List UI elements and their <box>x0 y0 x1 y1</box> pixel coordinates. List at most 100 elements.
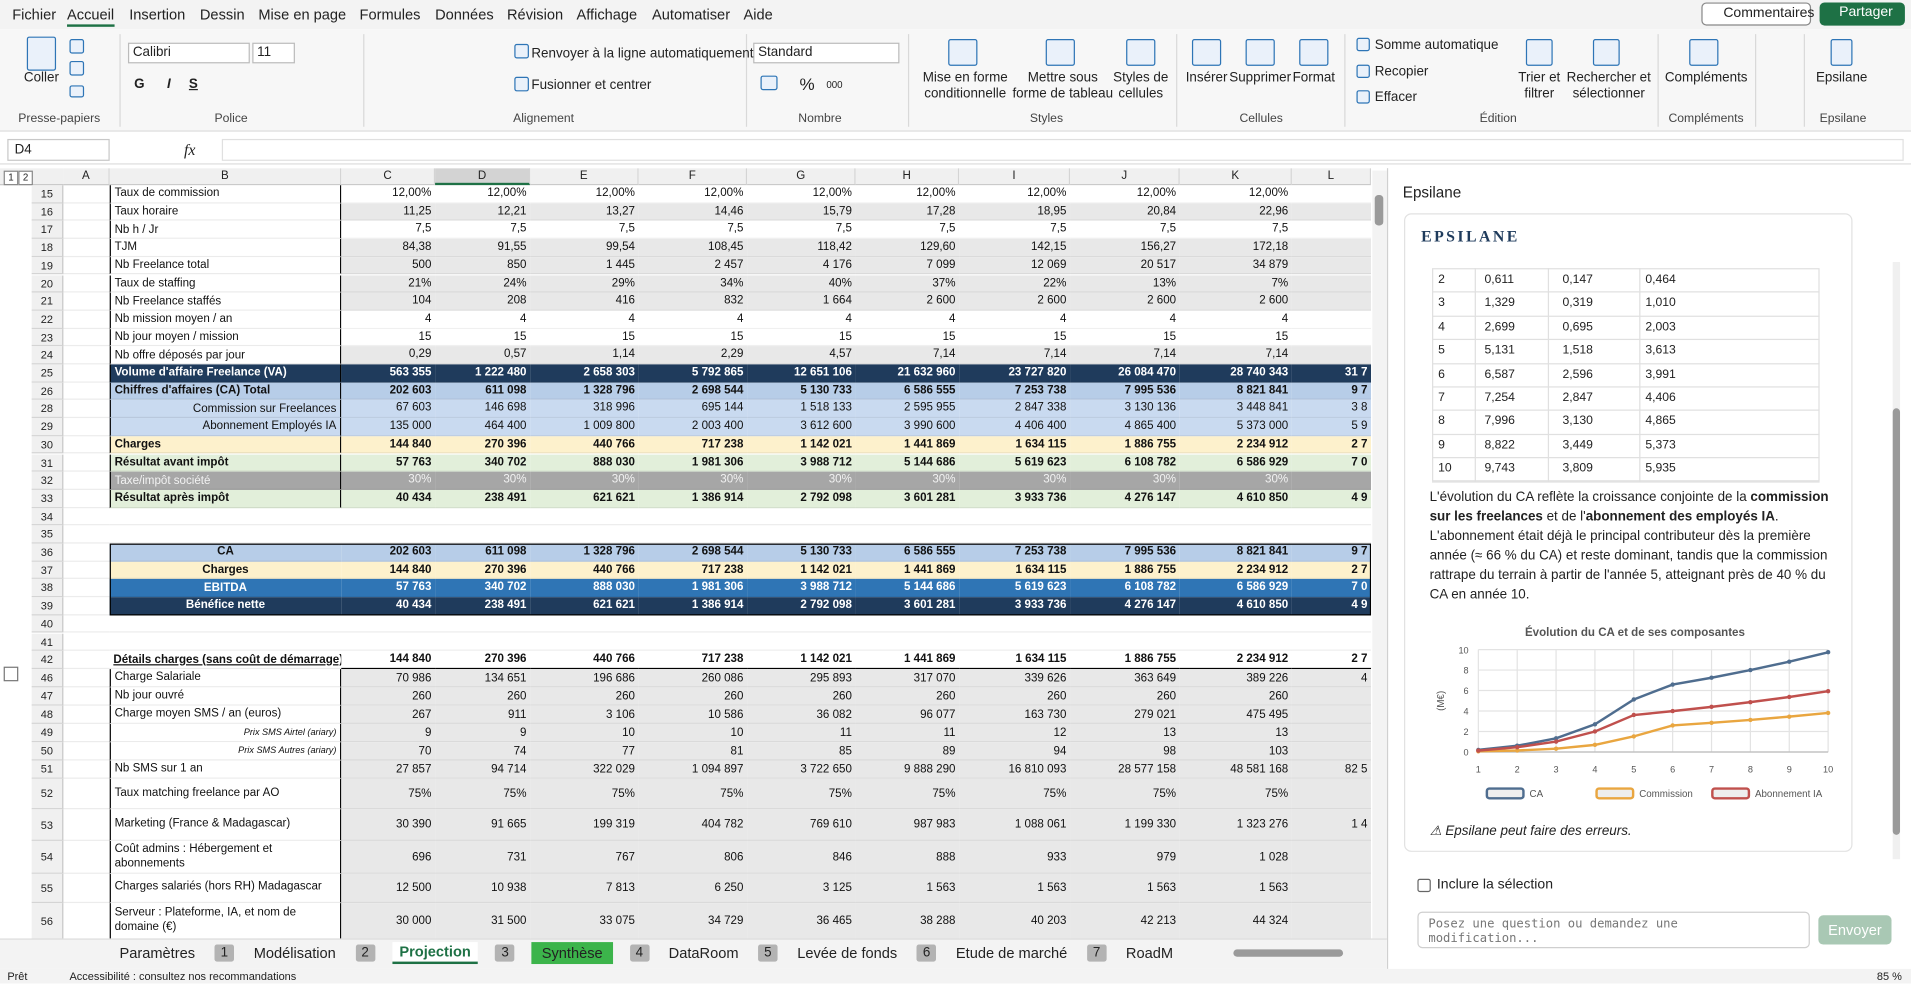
row-label[interactable]: Charges salariés (hors RH) Madagascar <box>110 874 342 903</box>
cell[interactable]: 260 <box>530 687 638 705</box>
cell[interactable]: 270 396 <box>435 436 530 454</box>
cell[interactable]: 267 <box>341 706 435 724</box>
row-label[interactable]: TJM <box>110 239 342 257</box>
cell[interactable]: 260 <box>856 687 960 705</box>
cell[interactable]: 74 <box>435 742 530 760</box>
cell[interactable]: 5 792 865 <box>639 364 747 382</box>
row-header[interactable]: 48 <box>32 706 64 724</box>
row-header[interactable]: 41 <box>32 633 64 651</box>
cell[interactable]: 3 990 600 <box>856 418 960 436</box>
cell[interactable]: 20 517 <box>1070 257 1180 275</box>
menu-tab[interactable]: Fichier <box>12 6 56 23</box>
cell[interactable]: 17,28 <box>856 203 960 221</box>
cell[interactable]: 4 <box>1070 311 1180 329</box>
cell[interactable] <box>1292 724 1371 742</box>
cell[interactable]: 163 730 <box>959 706 1070 724</box>
cell[interactable]: 621 621 <box>530 490 638 508</box>
cell[interactable]: 769 610 <box>747 809 855 841</box>
menu-tab[interactable]: Mise en page <box>258 6 346 23</box>
cell[interactable]: 4 406 400 <box>959 418 1070 436</box>
cell[interactable]: 9 7 <box>1292 382 1371 400</box>
cell[interactable]: 832 <box>639 293 747 311</box>
cell[interactable]: 4 <box>341 311 435 329</box>
share-button[interactable]: Partager <box>1820 2 1905 25</box>
row-header[interactable]: 25 <box>32 364 64 382</box>
cell[interactable]: 13% <box>1070 275 1180 293</box>
cell[interactable]: 99,54 <box>530 239 638 257</box>
column-header[interactable]: C <box>341 168 435 185</box>
cell[interactable]: 1 664 <box>747 293 855 311</box>
ribbon-label[interactable]: % <box>800 74 815 94</box>
cell[interactable]: 20,84 <box>1070 203 1180 221</box>
ribbon-label[interactable]: Styles de cellules <box>1112 71 1171 103</box>
cell[interactable]: 416 <box>530 293 638 311</box>
cell[interactable]: 9 <box>435 724 530 742</box>
ribbon-icon[interactable] <box>69 39 84 54</box>
row-header[interactable]: 39 <box>32 597 64 615</box>
row-label[interactable]: Charge moyen SMS / an (euros) <box>110 706 342 724</box>
cell[interactable]: 2 658 303 <box>530 364 638 382</box>
cell[interactable]: 7 813 <box>530 874 638 903</box>
cell[interactable] <box>1292 185 1371 203</box>
cell[interactable]: 4 9 <box>1292 490 1371 508</box>
cell[interactable]: 7,5 <box>341 221 435 239</box>
menu-tab[interactable]: Accueil <box>67 6 114 27</box>
cell[interactable]: 34 729 <box>639 903 747 938</box>
cell[interactable]: 7,5 <box>1180 221 1292 239</box>
cell[interactable]: 1 094 897 <box>639 760 747 778</box>
cell[interactable]: 4 176 <box>747 257 855 275</box>
cell[interactable]: 3 8 <box>1292 400 1371 418</box>
cell[interactable]: 118,42 <box>747 239 855 257</box>
row-header[interactable]: 16 <box>32 203 64 221</box>
ribbon-icon[interactable] <box>948 39 977 66</box>
cell[interactable]: 2 7 <box>1292 651 1371 669</box>
cell[interactable]: 1 222 480 <box>435 364 530 382</box>
ribbon-label[interactable]: Renvoyer à la ligne automatiquement <box>531 46 753 61</box>
cell[interactable]: 91,55 <box>435 239 530 257</box>
cell[interactable]: 144 840 <box>341 651 435 669</box>
cell[interactable]: 10 <box>530 724 638 742</box>
row-header[interactable]: 35 <box>32 526 64 544</box>
cell[interactable]: 70 986 <box>341 669 435 687</box>
cell[interactable]: 7,5 <box>639 221 747 239</box>
expand-button[interactable] <box>4 667 19 682</box>
sheet-tab[interactable]: Paramètres <box>117 943 197 963</box>
cell[interactable] <box>1292 293 1371 311</box>
row-label[interactable]: Taxe/impôt société <box>110 472 342 490</box>
cell[interactable]: 1 323 276 <box>1180 809 1292 841</box>
name-box[interactable]: D4 <box>7 139 109 161</box>
status-zoom[interactable]: 85 % <box>1877 970 1902 982</box>
row-header[interactable]: 37 <box>32 561 64 579</box>
cell[interactable]: 260 <box>1180 687 1292 705</box>
cell[interactable]: 144 840 <box>341 436 435 454</box>
cell[interactable]: 30% <box>1070 472 1180 490</box>
cell[interactable]: 7,14 <box>959 346 1070 364</box>
cell[interactable]: 84,38 <box>341 239 435 257</box>
row-header[interactable]: 36 <box>32 544 64 562</box>
cell[interactable]: 846 <box>747 841 855 874</box>
cell[interactable]: 4 <box>1180 311 1292 329</box>
cell[interactable]: 12 069 <box>959 257 1070 275</box>
cell[interactable]: 440 766 <box>530 436 638 454</box>
cell[interactable]: 7,5 <box>959 221 1070 239</box>
cell[interactable]: 695 144 <box>639 400 747 418</box>
cell[interactable]: 27 857 <box>341 760 435 778</box>
cell[interactable]: 75% <box>747 779 855 809</box>
cell[interactable]: 3 933 736 <box>959 490 1070 508</box>
cell[interactable]: 11 <box>747 724 855 742</box>
formula-input[interactable] <box>222 139 1904 161</box>
ribbon-label[interactable]: I <box>167 77 171 92</box>
ribbon-label[interactable]: Mettre sous forme de tableau <box>1009 71 1116 103</box>
tab-badge[interactable]: 1 <box>215 945 235 962</box>
row-label[interactable]: Nb offre déposés par jour <box>110 346 342 364</box>
cell[interactable]: 2 600 <box>959 293 1070 311</box>
ribbon-label[interactable]: S <box>189 77 198 92</box>
row-header[interactable]: 47 <box>32 687 64 705</box>
ribbon-label[interactable]: Supprimer <box>1229 71 1292 87</box>
row-label[interactable]: Taux horaire <box>110 203 342 221</box>
cell[interactable]: 98 <box>1070 742 1180 760</box>
cell[interactable]: 12 651 106 <box>747 364 855 382</box>
tab-badge[interactable]: 5 <box>758 945 778 962</box>
cell[interactable]: 4 865 400 <box>1070 418 1180 436</box>
cell[interactable]: 89 <box>856 742 960 760</box>
